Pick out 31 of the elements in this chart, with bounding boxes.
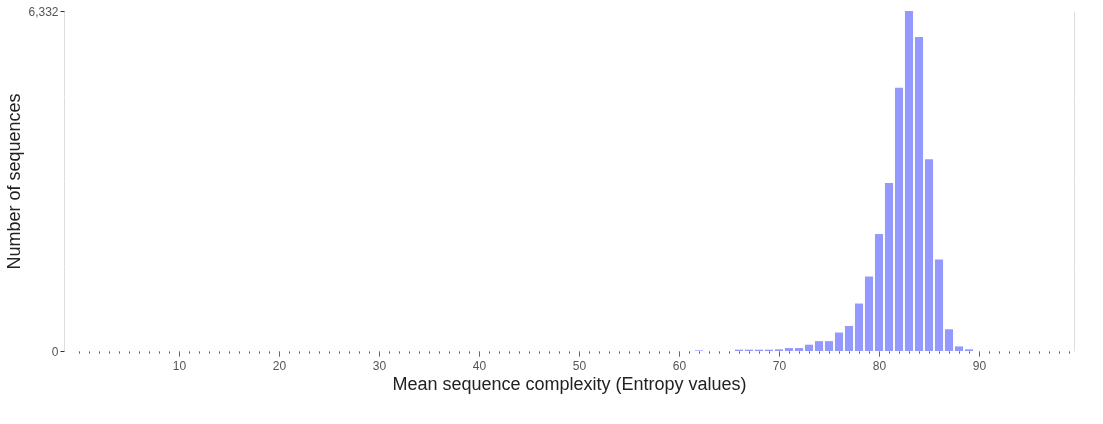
bar (844, 325, 854, 351)
y-tick-label: 0 (51, 344, 59, 359)
bar (794, 348, 804, 351)
x-tick-label: 40 (472, 358, 487, 373)
bar (914, 36, 924, 351)
bar (784, 348, 794, 351)
x-tick-label: 60 (672, 358, 687, 373)
x-tick-label: 20 (272, 358, 287, 373)
x-tick-label: 90 (972, 358, 987, 373)
bar (924, 159, 934, 351)
y-axis-title: Number of sequences (4, 93, 25, 270)
bar (824, 341, 834, 351)
bar (934, 259, 944, 351)
bar (814, 341, 824, 351)
x-tick-label: 50 (572, 358, 587, 373)
x-tick-label: 10 (172, 358, 187, 373)
x-tick-label: 70 (772, 358, 787, 373)
bar (904, 11, 914, 351)
bar (944, 329, 954, 351)
bar (864, 276, 874, 351)
bar (884, 182, 894, 351)
bar (854, 303, 864, 351)
x-tick-label: 30 (372, 358, 387, 373)
bar (894, 87, 904, 351)
x-axis-title: Mean sequence complexity (Entropy values) (392, 373, 747, 394)
bar (874, 234, 884, 351)
bar (804, 344, 814, 351)
bar (954, 346, 964, 351)
y-tick-label: 6,332 (28, 4, 59, 19)
x-tick-label: 80 (872, 358, 887, 373)
bar (834, 332, 844, 351)
